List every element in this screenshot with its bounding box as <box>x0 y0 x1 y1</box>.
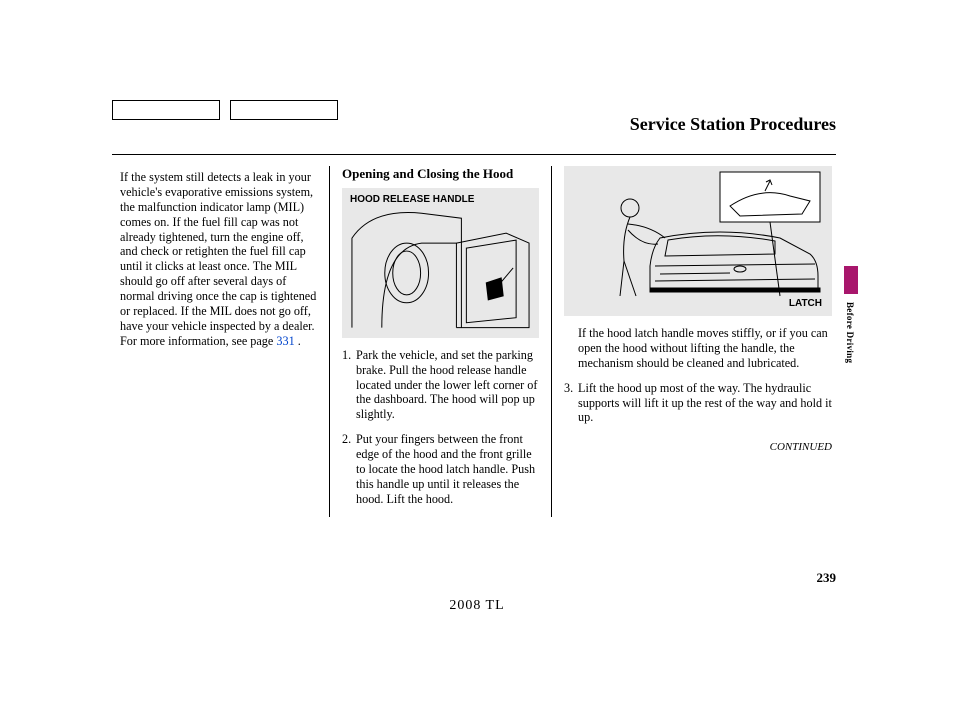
page-title: Service Station Procedures <box>630 114 836 135</box>
column-2: Opening and Closing the Hood HOOD RELEAS… <box>330 166 552 517</box>
top-box-1[interactable] <box>112 100 220 120</box>
hood-latch-figure: LATCH <box>564 166 832 316</box>
top-box-2[interactable] <box>230 100 338 120</box>
manual-page: Service Station Procedures Before Drivin… <box>0 0 954 710</box>
hood-release-illustration <box>342 188 539 338</box>
step-1: 1. Park the vehicle, and set the parking… <box>342 348 539 422</box>
hood-release-figure: HOOD RELEASE HANDLE <box>342 188 539 338</box>
hood-release-figure-label: HOOD RELEASE HANDLE <box>350 194 474 206</box>
page-number: 239 <box>817 570 837 586</box>
mil-paragraph-text-prefix: If the system still detects a leak in yo… <box>120 170 316 348</box>
column-1: If the system still detects a leak in yo… <box>120 166 330 517</box>
column-3: LATCH <box>552 166 832 517</box>
continued-indicator: CONTINUED <box>564 441 832 454</box>
section-side-label: Before Driving <box>845 302 855 363</box>
latch-lubrication-paragraph: If the hood latch handle moves stiffly, … <box>564 326 832 371</box>
step-2: 2. Put your fingers between the front ed… <box>342 432 539 506</box>
mil-paragraph-text-suffix: . <box>295 334 301 348</box>
step-3: 3. Lift the hood up most of the way. The… <box>564 381 832 426</box>
step-1-number: 1. <box>342 348 356 422</box>
step-2-number: 2. <box>342 432 356 506</box>
step-1-text: Park the vehicle, and set the parking br… <box>356 348 539 422</box>
section-color-tab <box>844 266 858 294</box>
step-2-text: Put your fingers between the front edge … <box>356 432 539 506</box>
footer-model-year: 2008 TL <box>0 598 954 614</box>
mil-paragraph: If the system still detects a leak in yo… <box>120 170 317 349</box>
page-reference-link[interactable]: 331 <box>276 334 294 348</box>
step-3-text: Lift the hood up most of the way. The hy… <box>578 381 832 426</box>
top-link-boxes <box>112 100 338 120</box>
title-underline <box>112 154 836 155</box>
hood-latch-illustration <box>564 166 832 316</box>
content-columns: If the system still detects a leak in yo… <box>120 166 836 517</box>
step-3-number: 3. <box>564 381 578 426</box>
hood-subheading: Opening and Closing the Hood <box>342 166 539 182</box>
hood-latch-figure-label: LATCH <box>789 298 822 310</box>
